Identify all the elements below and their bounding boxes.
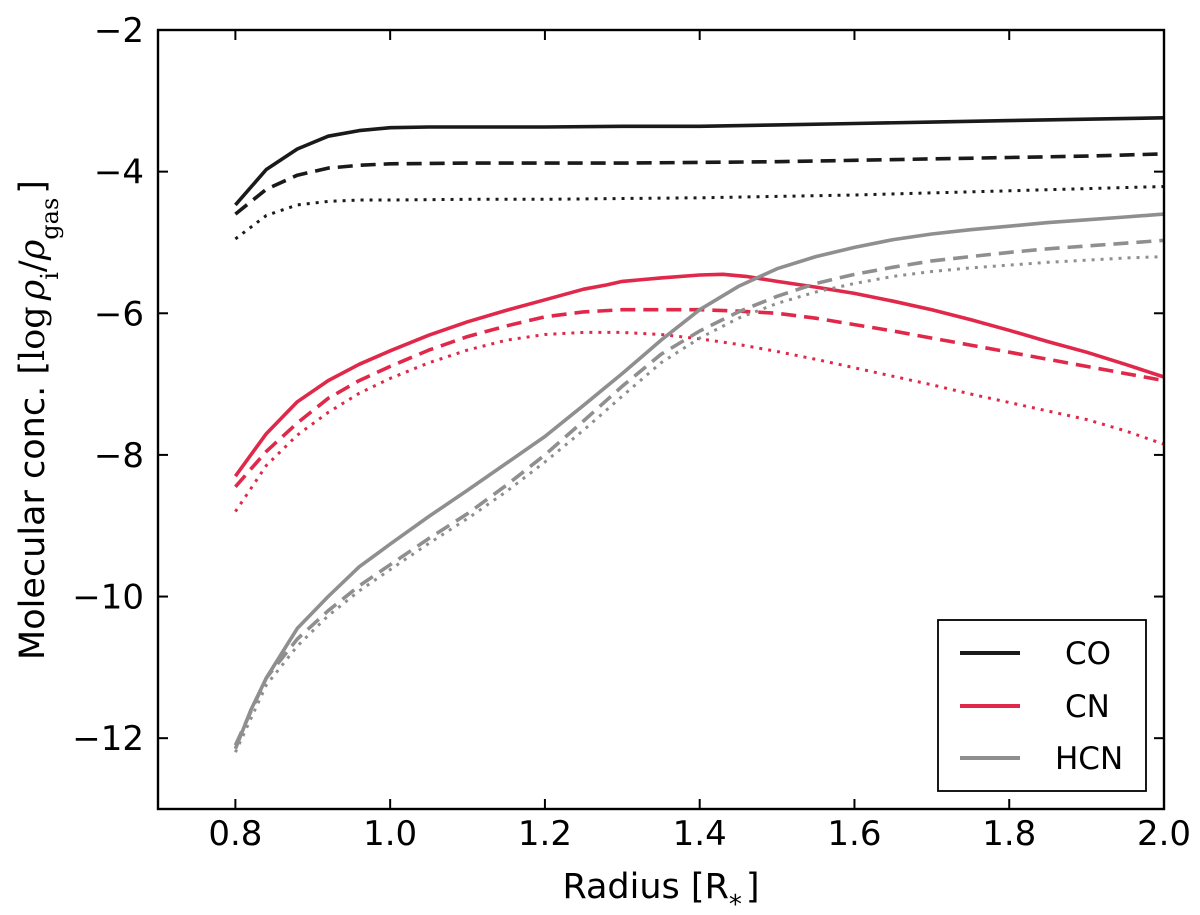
x-tick-label: 1.4 [673,814,727,854]
series-line-cn-dashed [234,307,1165,488]
x-tick-label: 1.6 [827,814,881,854]
series-line-co-dashed [234,152,1165,216]
legend-label-cn: CN [1065,689,1110,725]
y-tick-label: −10 [72,578,144,618]
x-tick-label: 1.2 [518,814,572,854]
y-tick-label: −12 [72,719,144,759]
series-line-co-dotted [234,185,1165,241]
x-tick-label: 0.8 [208,814,262,854]
y-axis-title: Molecular conc. [logρi/ρgas] [13,180,64,660]
y-tick-label: −2 [94,11,144,51]
series-layer [233,116,1165,753]
x-tick-label: 1.8 [982,814,1036,854]
series-line-hcn-dotted [234,255,1165,753]
ticks-layer: 0.8 1.0 1.2 1.4 1.6 1.8 2.0 −12 −10 −8 −6 −4 −2 [72,11,1191,854]
legend-label-co: CO [1065,636,1111,672]
x-axis-title: Radius [R*] [562,867,759,915]
y-tick-label: −4 [94,153,144,193]
x-tick-label: 2.0 [1137,814,1191,854]
x-tick-label: 1.0 [363,814,417,854]
plot-frame [156,28,1166,811]
series-line-cn-dotted [234,330,1165,513]
series-line-hcn-solid [233,212,1165,750]
y-tick-label: −8 [94,436,144,476]
y-tick-label: −6 [94,294,144,334]
series-line-co-solid [234,116,1165,207]
legend: CO CN HCN [937,619,1147,792]
series-line-hcn-dashed [233,238,1165,747]
legend-label-hcn: HCN [1055,741,1123,777]
series-line-cn-solid [233,272,1165,478]
